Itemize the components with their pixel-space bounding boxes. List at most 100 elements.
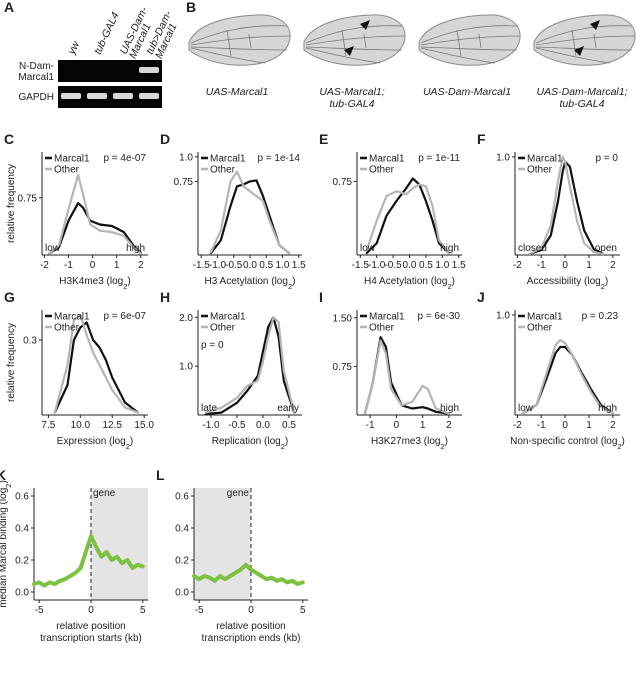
series-line <box>365 177 450 255</box>
genotype-label-line: UAS-Marcal1 <box>206 86 268 98</box>
high-label: early <box>277 403 299 414</box>
chart: E 0.75 -1.5 -1.0 -0.5 0.0 0.5 1.0 1.5 Marcal1Othe… <box>319 131 466 291</box>
gel-row <box>58 86 162 108</box>
wing-vein <box>420 25 518 44</box>
x-tick-label: 1.0 <box>435 260 449 271</box>
p-value: p = 4e-07 <box>103 153 146 164</box>
x-axis-label-part: relative position <box>216 621 285 632</box>
x-tick-label: 1 <box>114 260 120 271</box>
low-label: low <box>360 243 376 254</box>
x-tick-label: 1 <box>586 260 592 271</box>
x-tick-label: -2 <box>40 260 49 271</box>
x-axis-label-part: ) <box>285 436 288 447</box>
legend-label: Marcal1 <box>54 154 90 165</box>
x-tick-label: 2 <box>610 260 616 271</box>
x-tick-label: -1.0 <box>209 260 227 271</box>
p-value: p = 0 <box>201 340 224 351</box>
x-tick-label: 2 <box>610 420 616 431</box>
panel-letter: C <box>4 131 14 147</box>
row-label-line: N-Dam- <box>19 61 54 72</box>
legend-label: Other <box>369 323 395 334</box>
wing-vein <box>341 29 347 57</box>
x-axis-label-part: H3K4me3 (log <box>59 276 123 287</box>
series-line <box>521 338 614 416</box>
x-tick-label: 5 <box>140 605 146 616</box>
y-tick-label: 0.75 <box>333 177 353 188</box>
wing-image <box>533 14 636 66</box>
x-tick-label: 2 <box>138 260 144 271</box>
y-tick-label: 0.3 <box>23 336 37 347</box>
y-tick-label: 2.0 <box>179 313 193 324</box>
row-label: N-Dam-Marcal1 <box>18 61 54 83</box>
x-tick-label: -2 <box>513 260 522 271</box>
y-tick-label: 1.0 <box>179 152 193 163</box>
wing-vein <box>190 46 288 51</box>
x-tick-label: -1 <box>64 260 73 271</box>
arrowhead <box>590 20 600 30</box>
x-axis-label-part: 2 <box>288 282 292 291</box>
genotype-label-line: tub-GAL4 <box>560 98 605 110</box>
gel-band <box>61 93 81 99</box>
high-label: high <box>440 403 459 414</box>
y-tick-label: 1.0 <box>496 152 510 163</box>
legend-label: Marcal1 <box>369 312 405 323</box>
y-tick-label: 0.2 <box>15 556 29 567</box>
x-axis-label-part: 2 <box>601 282 605 291</box>
x-axis-label: H3K27me3 (log2) <box>371 436 448 451</box>
wing-vein <box>456 29 462 57</box>
y-tick-label: 0.0 <box>15 588 29 599</box>
wing-vein <box>571 29 577 57</box>
p-value: p = 6e-30 <box>417 311 460 322</box>
x-tick-label: 1 <box>586 420 592 431</box>
row-label: GAPDH <box>18 92 54 103</box>
genotype-label: UAS-Marcal1; tub-GAL4 <box>319 86 384 110</box>
series-line <box>209 170 291 255</box>
wing-vein <box>190 47 266 64</box>
legend-label: Marcal1 <box>210 154 246 165</box>
y-tick-label: 0.6 <box>15 492 29 503</box>
y-tick-label: 1.0 <box>496 311 510 322</box>
y-axis-label: median Marcal binding (log2) <box>0 480 13 608</box>
legend-label: Marcal1 <box>527 312 563 323</box>
x-axis-label-part: 2 <box>447 282 451 291</box>
series-line <box>53 321 139 414</box>
gene-region <box>91 488 148 600</box>
x-axis-label-part: Accessibility (log <box>527 276 601 287</box>
series-line <box>365 183 450 255</box>
series-line <box>192 562 305 586</box>
wing-image <box>418 14 521 66</box>
x-axis-label: relative position transcription starts (k… <box>40 621 142 644</box>
legend-label: Other <box>54 323 80 334</box>
panel-letter: A <box>4 0 14 15</box>
x-axis-label: H3 Acetylation (log2) <box>205 276 296 291</box>
x-tick-label: 1.5 <box>292 260 306 271</box>
x-tick-label: -0.5 <box>228 420 246 431</box>
y-tick-label: 0.4 <box>15 524 29 535</box>
series-line <box>204 316 296 416</box>
p-value: p = 6e-07 <box>103 311 146 322</box>
x-axis-label-part: transcription ends (kb) <box>202 633 301 644</box>
x-tick-label: 2 <box>446 420 452 431</box>
wing-vein <box>420 35 521 46</box>
legend-label: Other <box>210 323 236 334</box>
panel-letter: F <box>477 131 486 147</box>
panel-letter: E <box>319 131 328 147</box>
wing <box>418 14 521 66</box>
series-line <box>528 155 605 256</box>
y-axis-label-part: ) <box>0 480 9 483</box>
legend-label: Marcal1 <box>210 312 246 323</box>
x-axis-label-part: ) <box>622 436 625 447</box>
x-tick-label: -1.0 <box>202 420 220 431</box>
genotype-label-line: UAS-Dam-Marcal1 <box>423 86 511 98</box>
y-axis-label-group: relative frequency <box>6 323 17 402</box>
wing-vein <box>363 33 367 49</box>
gel-band <box>113 93 133 99</box>
x-tick-label: 0 <box>248 605 254 616</box>
x-axis-label: Replication (log2) <box>212 436 288 451</box>
row-label-line: GAPDH <box>18 92 54 103</box>
x-tick-label: -5 <box>195 605 204 616</box>
